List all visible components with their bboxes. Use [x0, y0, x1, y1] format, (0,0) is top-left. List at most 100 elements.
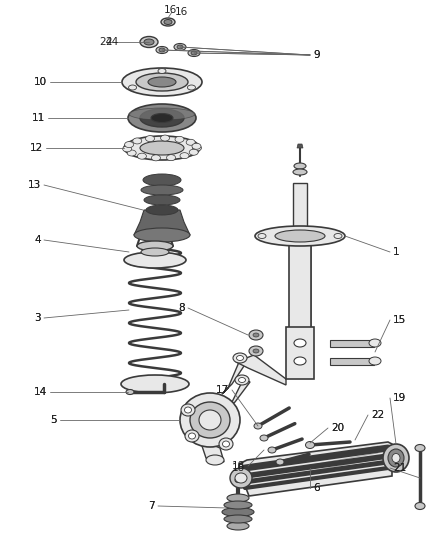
Ellipse shape	[230, 468, 252, 488]
Text: 20: 20	[331, 423, 344, 433]
Ellipse shape	[181, 404, 195, 416]
Ellipse shape	[175, 136, 184, 142]
Ellipse shape	[268, 447, 276, 453]
Ellipse shape	[369, 357, 381, 365]
Polygon shape	[222, 355, 248, 394]
Ellipse shape	[227, 522, 249, 530]
Ellipse shape	[293, 169, 307, 175]
Ellipse shape	[219, 438, 233, 450]
Ellipse shape	[164, 20, 172, 25]
Polygon shape	[134, 210, 190, 235]
Text: 21: 21	[393, 463, 406, 473]
Text: 13: 13	[28, 180, 41, 190]
Ellipse shape	[129, 85, 137, 90]
Ellipse shape	[184, 407, 191, 413]
Ellipse shape	[235, 473, 247, 483]
Ellipse shape	[133, 138, 142, 144]
Ellipse shape	[141, 248, 169, 256]
Ellipse shape	[121, 375, 189, 393]
Text: 13: 13	[28, 180, 41, 190]
Text: 14: 14	[34, 387, 47, 397]
Bar	[289, 244, 311, 328]
Text: 21: 21	[393, 463, 406, 473]
Ellipse shape	[127, 150, 136, 156]
Ellipse shape	[294, 163, 306, 169]
Text: 11: 11	[32, 113, 45, 123]
Ellipse shape	[239, 377, 246, 383]
Text: 1: 1	[393, 247, 399, 257]
Ellipse shape	[369, 339, 381, 347]
Ellipse shape	[140, 141, 184, 155]
Ellipse shape	[140, 36, 158, 47]
Ellipse shape	[199, 410, 221, 430]
Polygon shape	[225, 378, 250, 410]
Polygon shape	[297, 144, 303, 148]
Ellipse shape	[235, 375, 249, 385]
Ellipse shape	[188, 50, 200, 56]
Bar	[330, 340, 374, 346]
Text: 18: 18	[232, 463, 245, 473]
Ellipse shape	[253, 333, 259, 337]
Ellipse shape	[180, 393, 240, 447]
Bar	[293, 183, 307, 233]
Bar	[286, 327, 314, 379]
Polygon shape	[236, 355, 286, 385]
Ellipse shape	[161, 18, 175, 26]
Text: 16: 16	[175, 7, 188, 17]
Ellipse shape	[137, 241, 173, 251]
Text: 22: 22	[371, 410, 384, 420]
Ellipse shape	[158, 69, 166, 74]
Text: 6: 6	[313, 483, 320, 493]
Bar	[330, 358, 374, 365]
Text: 10: 10	[34, 77, 47, 87]
Ellipse shape	[233, 353, 247, 363]
Ellipse shape	[144, 195, 180, 205]
Polygon shape	[202, 442, 224, 462]
Text: 6: 6	[313, 483, 320, 493]
Text: 8: 8	[178, 303, 185, 313]
Ellipse shape	[161, 135, 170, 141]
Ellipse shape	[415, 445, 425, 451]
Ellipse shape	[128, 104, 196, 132]
Ellipse shape	[177, 45, 183, 49]
Ellipse shape	[305, 441, 314, 448]
Text: 18: 18	[232, 461, 245, 471]
Ellipse shape	[190, 402, 230, 438]
Ellipse shape	[224, 501, 252, 509]
Ellipse shape	[392, 454, 400, 463]
Text: 15: 15	[393, 315, 406, 325]
Ellipse shape	[206, 455, 224, 465]
Ellipse shape	[253, 349, 259, 353]
Text: 5: 5	[50, 415, 57, 425]
Ellipse shape	[249, 330, 263, 340]
Ellipse shape	[185, 430, 199, 442]
Ellipse shape	[249, 346, 263, 356]
Ellipse shape	[140, 109, 184, 127]
Ellipse shape	[334, 233, 342, 238]
Ellipse shape	[224, 515, 252, 523]
Ellipse shape	[144, 39, 154, 45]
Text: 24: 24	[105, 37, 118, 47]
Ellipse shape	[276, 459, 284, 465]
Ellipse shape	[188, 433, 195, 439]
Ellipse shape	[124, 142, 134, 148]
Ellipse shape	[126, 390, 134, 394]
Text: 17: 17	[216, 385, 229, 395]
Text: 10: 10	[34, 77, 47, 87]
Ellipse shape	[383, 444, 409, 472]
Text: 20: 20	[331, 423, 344, 433]
Ellipse shape	[123, 146, 132, 152]
Text: 12: 12	[30, 143, 43, 153]
Ellipse shape	[222, 507, 254, 516]
Text: 12: 12	[30, 143, 43, 153]
Ellipse shape	[174, 44, 186, 51]
Text: 9: 9	[313, 50, 320, 60]
Ellipse shape	[191, 51, 197, 55]
Ellipse shape	[143, 174, 181, 186]
Ellipse shape	[136, 73, 188, 91]
Ellipse shape	[134, 228, 190, 242]
Ellipse shape	[129, 108, 195, 120]
Text: 8: 8	[178, 303, 185, 313]
Text: 7: 7	[148, 501, 155, 511]
Text: 15: 15	[393, 315, 406, 325]
